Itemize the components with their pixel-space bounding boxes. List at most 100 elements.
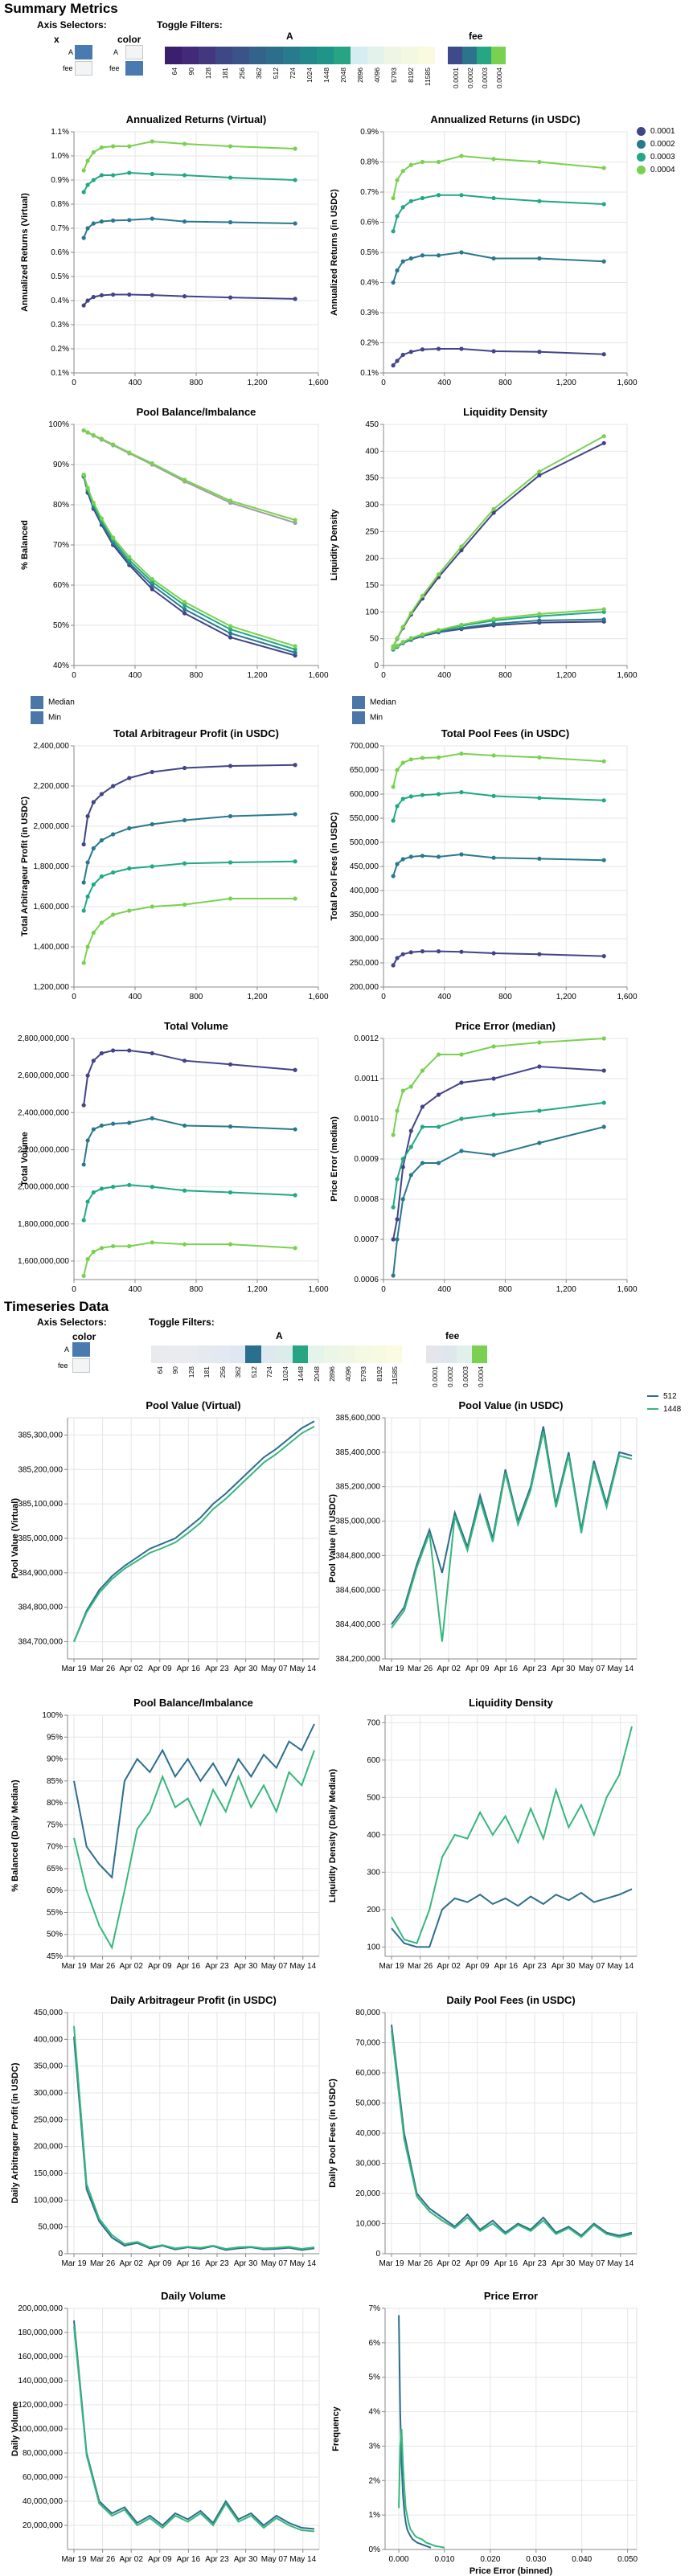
data-point bbox=[127, 908, 132, 913]
data-point bbox=[99, 437, 104, 442]
data-point bbox=[436, 628, 441, 633]
x-tick-label: Apr 02 bbox=[119, 2555, 143, 2564]
y-tick-label: 80% bbox=[47, 1799, 63, 1808]
x-tick-label: Apr 09 bbox=[148, 1665, 172, 1673]
ts-fee-filter-tick-label: 0.0004 bbox=[476, 1366, 485, 1387]
ts-color-select-fee[interactable] bbox=[72, 1358, 90, 1373]
data-point bbox=[459, 346, 464, 351]
a-filter-cell[interactable] bbox=[300, 47, 317, 64]
y-axis-label: Daily Pool Fees (in USDC) bbox=[328, 2078, 338, 2188]
x-tick-label: May 07 bbox=[261, 1665, 288, 1673]
series-line bbox=[83, 860, 296, 911]
x-tick-label: Apr 16 bbox=[494, 1962, 519, 1971]
data-point bbox=[436, 1161, 441, 1165]
fee-filter-cell[interactable] bbox=[491, 47, 506, 64]
a-filter-title: A bbox=[286, 31, 293, 42]
ts-a-filter-cell[interactable] bbox=[355, 1345, 371, 1363]
x-tick-label: 0 bbox=[381, 1285, 386, 1294]
ts-a-filter-cell[interactable] bbox=[292, 1345, 308, 1363]
y-tick-label: 1,600,000 bbox=[34, 903, 70, 911]
color-select-fee[interactable] bbox=[125, 61, 143, 76]
a-filter-cell[interactable] bbox=[283, 47, 300, 64]
a-filter-cell[interactable] bbox=[401, 47, 418, 64]
fee-filter-cell[interactable] bbox=[462, 47, 477, 64]
color-select-a[interactable] bbox=[125, 45, 143, 59]
a-filter-tick-label: 181 bbox=[220, 68, 229, 80]
ts-a-filter-cell[interactable] bbox=[308, 1345, 324, 1363]
a-filter-cell[interactable] bbox=[232, 47, 249, 64]
data-point bbox=[391, 818, 396, 823]
y-tick-label: 1,600,000,000 bbox=[18, 1257, 69, 1266]
ts-fee-filter-cell[interactable] bbox=[457, 1345, 472, 1363]
data-point bbox=[91, 1127, 96, 1132]
data-point bbox=[601, 954, 606, 959]
a-filter-cell[interactable] bbox=[334, 47, 351, 64]
data-point bbox=[601, 1124, 606, 1129]
chart-title: Pool Value (Virtual) bbox=[146, 1399, 240, 1411]
ts-a-filter-cell[interactable] bbox=[229, 1345, 245, 1363]
data-point bbox=[85, 813, 90, 819]
a-filter-cell[interactable] bbox=[367, 47, 384, 64]
series-line bbox=[73, 2320, 315, 2530]
ts-color-select-a[interactable] bbox=[72, 1342, 90, 1357]
a-filter-cell[interactable] bbox=[215, 47, 232, 64]
ts-fee-filter-cell[interactable] bbox=[426, 1345, 441, 1363]
legend-swatch bbox=[352, 711, 365, 724]
data-point bbox=[491, 1044, 496, 1049]
fee-legend: 0.0001 0.0002 0.0003 0.0004 bbox=[637, 127, 691, 183]
ts-a-filter-cell[interactable] bbox=[323, 1345, 339, 1363]
x-tick-label: 1,200 bbox=[247, 671, 267, 680]
a-filter-cell[interactable] bbox=[418, 47, 435, 64]
ts-a-filter-cell[interactable] bbox=[371, 1345, 387, 1363]
a-filter-cell[interactable] bbox=[199, 47, 215, 64]
a-filter-cell[interactable] bbox=[249, 47, 266, 64]
ts-a-filter-cell[interactable] bbox=[339, 1345, 355, 1363]
fee-filter-cell[interactable] bbox=[477, 47, 491, 64]
ts-a-filter-cell[interactable] bbox=[198, 1345, 214, 1363]
series-line bbox=[83, 898, 296, 964]
x-tick-label: Apr 30 bbox=[552, 1962, 576, 1971]
legend-label: 512 bbox=[663, 1392, 677, 1401]
ts-a-filter-cell[interactable] bbox=[260, 1345, 277, 1363]
ts-fee-filter-cell[interactable] bbox=[441, 1345, 457, 1363]
data-point bbox=[228, 631, 233, 636]
a-filter-cell[interactable] bbox=[266, 47, 283, 64]
chart-title: Annualized Returns (Virtual) bbox=[126, 113, 267, 125]
data-point bbox=[150, 293, 154, 297]
ts-a-filter-cell[interactable] bbox=[214, 1345, 230, 1363]
ts-a-filter-cell[interactable] bbox=[166, 1345, 182, 1363]
x-tick-label: Mar 19 bbox=[61, 1962, 87, 1971]
x-select-a[interactable] bbox=[75, 45, 92, 59]
a-filter-cell[interactable] bbox=[182, 47, 199, 64]
data-point bbox=[81, 842, 86, 847]
data-point bbox=[391, 1205, 396, 1210]
data-point bbox=[91, 800, 96, 805]
x-tick-label: 0.020 bbox=[480, 2555, 500, 2564]
data-point bbox=[182, 902, 187, 907]
a-filter-cell[interactable] bbox=[165, 47, 182, 64]
a-filter-cell[interactable] bbox=[351, 47, 367, 64]
ts-a-filter-cell[interactable] bbox=[182, 1345, 199, 1363]
y-tick-label: 600 bbox=[367, 1756, 380, 1765]
a-filter-cell[interactable] bbox=[317, 47, 334, 64]
data-point bbox=[601, 607, 606, 612]
data-point bbox=[81, 1218, 86, 1222]
fee-filter-cell[interactable] bbox=[448, 47, 462, 64]
ts-a-filter-cell[interactable] bbox=[151, 1345, 167, 1363]
x-select-fee[interactable] bbox=[75, 61, 92, 76]
a-filter-tick-label: 8192 bbox=[406, 68, 415, 83]
ts-fee-filter-cell[interactable] bbox=[472, 1345, 487, 1363]
series-line bbox=[392, 611, 605, 650]
data-point bbox=[150, 864, 154, 869]
data-point bbox=[408, 757, 413, 762]
data-point bbox=[459, 622, 464, 627]
ts-a-filter-cell[interactable] bbox=[245, 1345, 261, 1363]
ts-a-filter-cell[interactable] bbox=[386, 1345, 402, 1363]
a-filter-cell[interactable] bbox=[384, 47, 401, 64]
y-tick-label: 350 bbox=[365, 474, 379, 483]
y-tick-label: 60% bbox=[47, 1886, 63, 1895]
x-tick-label: Apr 30 bbox=[234, 1962, 258, 1971]
data-point bbox=[537, 755, 542, 760]
ts-a-filter-cell[interactable] bbox=[277, 1345, 293, 1363]
y-tick-label: 100% bbox=[42, 1711, 63, 1720]
